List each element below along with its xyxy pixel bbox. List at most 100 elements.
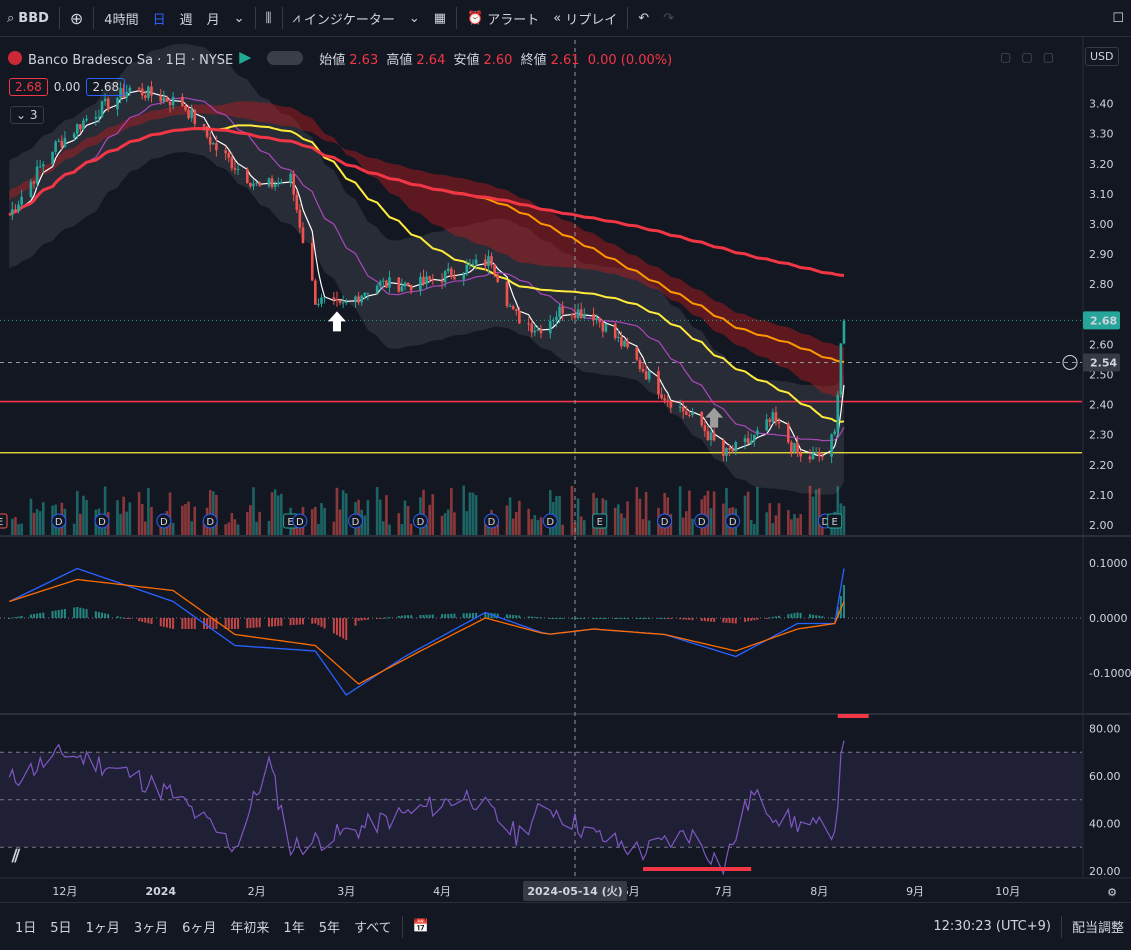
- compare-symbol-button[interactable]: ⊕: [63, 0, 90, 37]
- crosshair-date-label: 2024-05-14 (火): [527, 885, 622, 898]
- volume-bar: [539, 517, 543, 535]
- macd-histogram-bar: [97, 611, 100, 618]
- volume-bar: [171, 522, 175, 535]
- currency-selector[interactable]: USD: [1085, 47, 1119, 66]
- buy-arrow-white: [327, 311, 346, 332]
- legend-title[interactable]: Banco Bradesco Sa · 1日 · NYSE: [28, 52, 234, 68]
- indicator-collapse-button[interactable]: ⌄ 3: [10, 106, 44, 124]
- macd-histogram-bar: [496, 613, 499, 618]
- indicators-dropdown[interactable]: ⌄: [402, 0, 427, 37]
- candle-body: [38, 166, 42, 168]
- macd-histogram-bar: [815, 615, 818, 618]
- candle-body: [205, 126, 209, 137]
- volume-bar: [576, 498, 580, 535]
- timeframe-day[interactable]: 日: [146, 0, 173, 37]
- goto-date-button[interactable]: 📅: [406, 919, 436, 934]
- candle-body: [208, 136, 212, 145]
- divider: [93, 7, 95, 29]
- timeframe-4h[interactable]: 4時間: [97, 0, 145, 37]
- candle-body: [808, 456, 812, 460]
- chevron-down-icon: ⌄: [233, 10, 245, 26]
- candle-body: [215, 143, 218, 151]
- candle-body: [453, 276, 456, 280]
- volume-bar: [799, 514, 802, 535]
- dividend-marker-circle: [94, 513, 110, 529]
- volume-bar: [706, 490, 710, 535]
- volume-bar: [267, 520, 271, 535]
- candle-body: [821, 456, 824, 458]
- range-6m[interactable]: 6ヶ月: [182, 921, 217, 936]
- volume-bar: [768, 503, 772, 535]
- macd-histogram-bar: [17, 616, 20, 618]
- candle-body: [289, 173, 292, 183]
- volume-bar: [252, 487, 255, 535]
- macd-histogram-bar: [60, 609, 63, 618]
- macd-histogram-bar: [515, 615, 518, 618]
- symbol-search[interactable]: ⌕ BBD: [0, 0, 56, 37]
- macd-histogram-bar: [187, 618, 190, 629]
- rewind-icon: «: [553, 10, 562, 26]
- price-tick-label: 2.50: [1089, 369, 1114, 382]
- bid-badge[interactable]: 2.68: [9, 78, 48, 96]
- rsi-tick-label: 80.00: [1089, 723, 1121, 736]
- candle-body: [706, 431, 710, 440]
- range-ytd[interactable]: 年初来: [230, 921, 270, 936]
- candle-body: [484, 259, 487, 267]
- macd-histogram-bar: [190, 618, 193, 629]
- timeframe-week[interactable]: 週: [173, 0, 200, 37]
- timeframe-month[interactable]: 月: [200, 0, 227, 37]
- grid-icon: ▦: [433, 10, 447, 26]
- maximize-icon[interactable]: ▢: [1021, 50, 1033, 64]
- range-1d[interactable]: 1日: [15, 921, 37, 936]
- chart-area[interactable]: EDDDDEDDDDDEDDDDE ⫽ 3.403.303.203.103.00…: [0, 37, 1131, 902]
- clock[interactable]: 12:30:23 (UTC+9): [933, 919, 1051, 934]
- ask-badge[interactable]: 2.68: [86, 78, 126, 96]
- alert-button[interactable]: ⏰ アラート: [460, 0, 546, 37]
- macd-histogram-bar: [252, 618, 255, 628]
- candle-body: [212, 143, 215, 145]
- volume-bar: [255, 521, 258, 535]
- range-5y[interactable]: 5年: [318, 921, 340, 936]
- macd-histogram-bar: [490, 613, 493, 618]
- ohlc-values: 始値 2.63 高値 2.64 安値 2.60 終値 2.61 0.00 (0.00%): [319, 49, 676, 68]
- macd-histogram-bar: [357, 618, 360, 621]
- candle-body: [493, 265, 496, 275]
- candle-body: [613, 323, 617, 339]
- macd-histogram-bar: [159, 618, 162, 627]
- macd-histogram-bar: [750, 618, 753, 621]
- dividend-adjust-button[interactable]: 配当調整: [1071, 921, 1124, 936]
- fullscreen-button[interactable]: ☐: [1105, 0, 1131, 37]
- range-1y[interactable]: 1年: [283, 921, 305, 936]
- window-icon[interactable]: ▢: [1042, 50, 1055, 64]
- macd-histogram-bar: [311, 618, 314, 624]
- candle-body: [681, 406, 685, 412]
- redo-button[interactable]: ↷: [656, 0, 681, 37]
- visibility-toggle[interactable]: [267, 51, 304, 65]
- range-3m[interactable]: 3ヶ月: [133, 921, 169, 936]
- candle-body: [298, 209, 302, 228]
- chart-type-button[interactable]: ⫼: [259, 0, 279, 37]
- range-all[interactable]: すべて: [353, 921, 392, 936]
- candle-body: [276, 182, 280, 185]
- macd-histogram-bar: [765, 618, 768, 619]
- timeframe-dropdown[interactable]: ⌄: [227, 0, 252, 37]
- volume-bar: [276, 495, 280, 535]
- candle-body: [768, 419, 772, 422]
- macd-histogram-bar: [249, 618, 252, 628]
- undo-button[interactable]: ↶: [631, 0, 656, 37]
- move-up-icon[interactable]: ▢: [1000, 50, 1012, 64]
- indicators-button[interactable]: ⩘ インジケーター: [286, 0, 402, 37]
- macd-histogram-bar: [645, 618, 648, 619]
- time-tick-label: 2月: [248, 885, 266, 898]
- crosshair-date-badge: [523, 881, 628, 901]
- range-1m[interactable]: 1ヶ月: [85, 921, 120, 936]
- volume-bar: [836, 486, 840, 535]
- candle-body: [431, 279, 435, 281]
- layouts-button[interactable]: ▦: [427, 0, 453, 37]
- low-value: 2.60: [483, 52, 513, 68]
- replay-button[interactable]: « リプレイ: [546, 0, 624, 37]
- macd-histogram-bar: [555, 618, 558, 619]
- candle-body: [777, 421, 781, 424]
- volume-bar: [215, 494, 218, 535]
- range-5d[interactable]: 5日: [50, 921, 72, 936]
